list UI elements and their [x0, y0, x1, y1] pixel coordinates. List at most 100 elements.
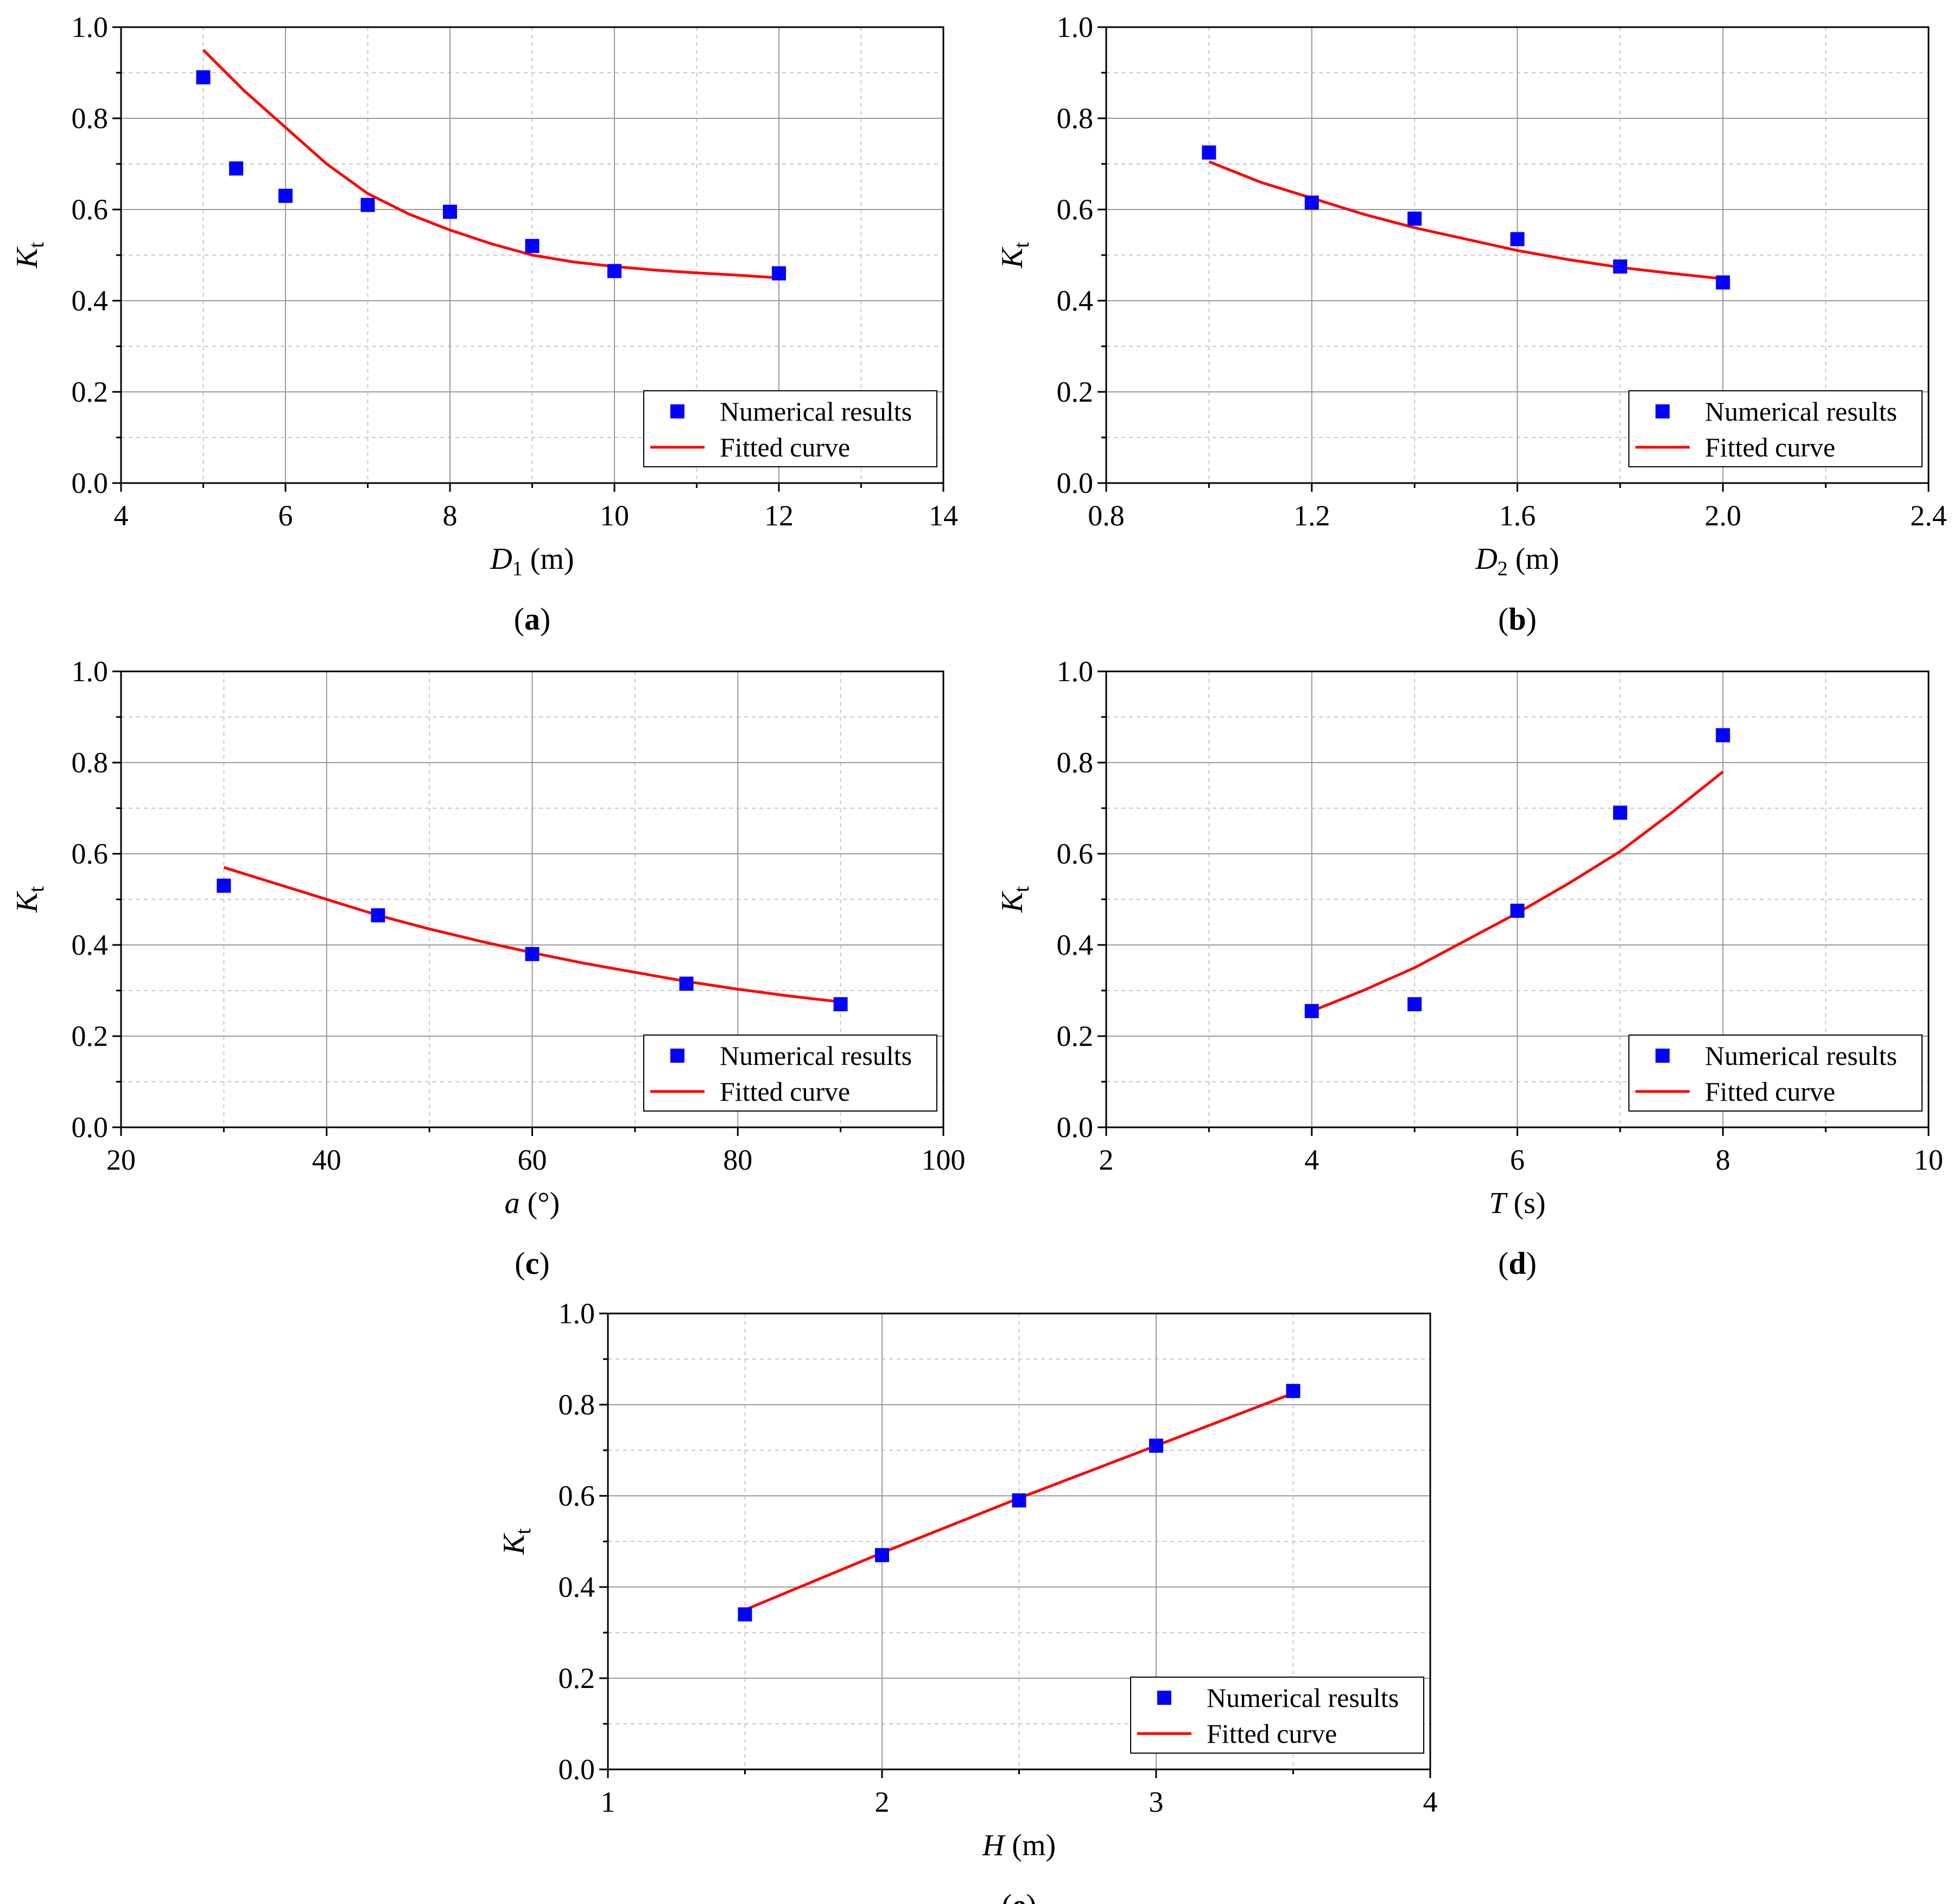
y-tick-label: 0.2 [559, 1662, 595, 1694]
data-point-marker [360, 198, 375, 212]
data-point-marker [875, 1548, 889, 1563]
legend-marker-points [1655, 1049, 1670, 1063]
chart-panel-e: 1 2 3 4 0.0 0.2 0.4 0.6 0.8 1.0 H (m) Kt Numerical r… [497, 1297, 1438, 1904]
y-tick-label: 1.0 [559, 1297, 595, 1330]
legend-box [643, 1034, 937, 1112]
panel-caption: (d) [1498, 1246, 1537, 1281]
x-axis-var: H [982, 1829, 1006, 1862]
x-axis-title: D2 (m) [1475, 542, 1559, 580]
legend-label-line: Fitted curve [1207, 1718, 1337, 1749]
caption-open: ( [1498, 601, 1508, 637]
data-point-marker [1510, 232, 1525, 246]
y-tick-label: 0.2 [1057, 376, 1094, 408]
y-tick-label: 0.8 [559, 1388, 595, 1421]
x-tick-label: 100 [922, 1144, 966, 1176]
panel-caption: (e) [1001, 1888, 1036, 1904]
data-point-marker [738, 1607, 752, 1622]
x-tick-label: 4 [1304, 1144, 1319, 1176]
x-tick-label: 2.4 [1910, 499, 1947, 532]
caption-open: ( [1498, 1246, 1508, 1281]
y-tick-label: 1.0 [1057, 655, 1094, 688]
y-tick-label: 0.4 [72, 284, 109, 317]
data-point-marker [217, 878, 231, 893]
caption-letter: d [1508, 1246, 1526, 1281]
data-point-marker [1012, 1493, 1026, 1508]
caption-letter: c [525, 1246, 540, 1281]
caption-open: ( [514, 601, 524, 637]
data-point-marker [229, 161, 244, 176]
caption-open: ( [1001, 1888, 1012, 1904]
data-point-marker [1304, 195, 1319, 210]
data-point-marker [772, 266, 786, 281]
caption-open: ( [515, 1246, 525, 1281]
y-axis-title: Kt [497, 1528, 535, 1555]
x-tick-label: 8 [443, 499, 458, 532]
y-tick-label: 1.0 [1057, 11, 1094, 43]
data-point-marker [1613, 259, 1627, 274]
x-axis-unit: (s) [1506, 1186, 1546, 1220]
y-tick-label: 0.0 [1057, 1111, 1094, 1144]
legend-box [1628, 1034, 1923, 1112]
x-axis-var: D [490, 542, 512, 576]
y-tick-label: 0.8 [72, 102, 109, 135]
chart-panel-d: 2 4 6 8 10 0.0 0.2 0.4 0.6 0.8 1.0 T (s) Kt Numerical… [995, 655, 1943, 1281]
y-tick-label: 0.0 [72, 467, 109, 499]
y-tick-label: 0.6 [559, 1480, 595, 1512]
y-tick-label: 0.4 [1057, 284, 1094, 317]
data-point-marker [679, 976, 694, 991]
data-point-marker [607, 264, 621, 278]
x-tick-label: 10 [1914, 1144, 1943, 1176]
legend: Numerical results Fitted curve [1628, 390, 1923, 467]
x-tick-label: 8 [1716, 1144, 1730, 1176]
fitted-curve-line [1208, 160, 1723, 281]
chart-panel-a: 4 6 8 10 12 14 0.0 0.2 0.4 0.6 0.8 1.0 D1 (m) Kt Numer… [10, 11, 958, 637]
x-axis-title: a (°) [505, 1186, 560, 1220]
y-axis-sub: t [24, 242, 48, 248]
panel-caption: (c) [515, 1246, 549, 1281]
x-tick-label: 60 [518, 1144, 547, 1176]
x-tick-label: 12 [764, 499, 794, 532]
legend: Numerical results Fitted curve [1628, 1034, 1923, 1112]
y-tick-label: 1.0 [72, 655, 109, 688]
x-tick-label: 4 [1423, 1786, 1438, 1818]
panel-caption: (b) [1498, 601, 1537, 637]
legend-label-points: Numerical results [720, 396, 912, 427]
y-tick-label: 0.4 [1057, 929, 1094, 961]
y-tick-label: 0.0 [72, 1111, 109, 1144]
caption-letter: b [1508, 601, 1526, 637]
data-point-marker [1716, 275, 1730, 290]
fitted-curve-line [202, 49, 779, 280]
y-axis-var: K [10, 246, 44, 269]
legend-label-points: Numerical results [1705, 396, 1897, 427]
caption-close: ) [540, 601, 550, 637]
data-point-marker [1407, 211, 1422, 226]
legend-box [1628, 390, 1923, 467]
y-axis-sub: t [24, 886, 48, 892]
x-tick-label: 10 [600, 499, 629, 532]
legend-marker-points [1157, 1691, 1171, 1705]
y-axis-var: K [995, 891, 1029, 913]
x-tick-label: 1.6 [1499, 499, 1536, 532]
caption-letter: a [524, 601, 540, 637]
legend-label-points: Numerical results [1705, 1040, 1897, 1071]
data-point-marker [1286, 1383, 1301, 1398]
data-point-marker [443, 205, 457, 219]
x-tick-label: 4 [114, 499, 129, 532]
legend-label-points: Numerical results [720, 1040, 912, 1071]
y-axis-title: Kt [995, 886, 1033, 913]
x-tick-label: 20 [106, 1144, 136, 1176]
y-tick-label: 0.0 [559, 1753, 595, 1786]
legend-marker-points [670, 404, 684, 418]
y-tick-label: 0.4 [559, 1571, 595, 1603]
y-axis-sub: t [1009, 242, 1033, 248]
data-point-marker [1407, 997, 1422, 1012]
x-tick-label: 40 [312, 1144, 341, 1176]
chart-panel-c: 20 40 60 80 100 0.0 0.2 0.4 0.6 0.8 1.0 a (°) Kt Nume… [10, 655, 966, 1281]
x-axis-title: H (m) [982, 1829, 1056, 1862]
x-axis-unit: (m) [1004, 1829, 1056, 1862]
legend-label-line: Fitted curve [720, 1076, 850, 1107]
y-tick-label: 0.0 [1057, 467, 1094, 499]
y-tick-label: 0.4 [72, 929, 109, 961]
legend-marker-points [670, 1049, 684, 1063]
